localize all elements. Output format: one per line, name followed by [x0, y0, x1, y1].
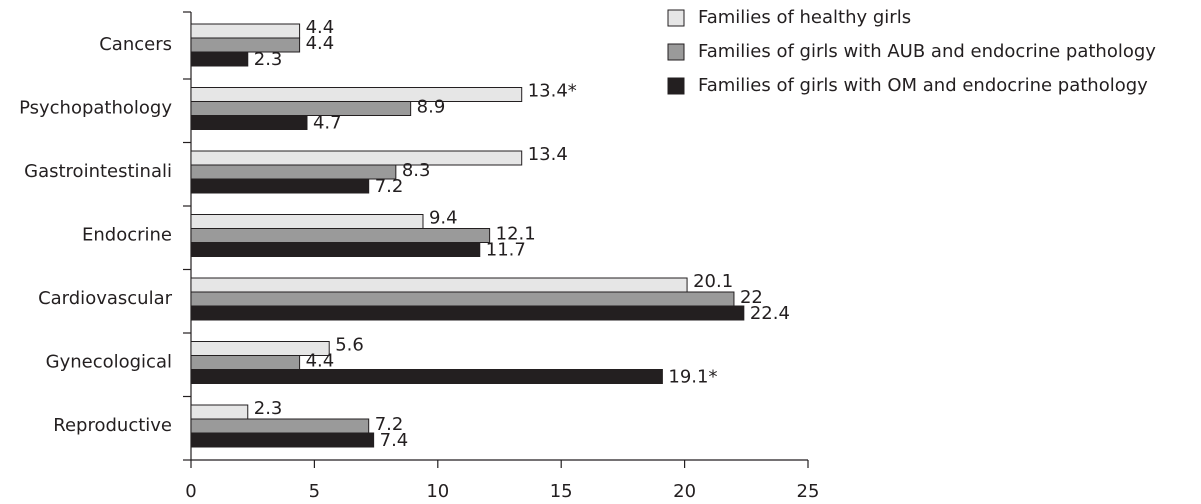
- category-label: Psychopathology: [19, 98, 172, 119]
- category-label: Cancers: [99, 34, 172, 55]
- x-tick-label: 10: [426, 481, 449, 502]
- x-tick-label: 0: [185, 481, 196, 502]
- bar: [190, 214, 424, 229]
- category-label: Gastrointestinali: [24, 161, 172, 182]
- value-label: 8.9: [417, 97, 446, 118]
- bar: [190, 291, 735, 307]
- value-label: 2.3: [254, 398, 283, 419]
- value-label: 4.4: [306, 17, 335, 38]
- bar: [190, 355, 301, 370]
- category-label: Cardiovascular: [38, 288, 173, 309]
- x-tick-label: 5: [309, 481, 320, 502]
- category-label: Gynecological: [46, 352, 172, 373]
- bar: [190, 87, 523, 102]
- bar: [190, 369, 663, 384]
- category-label: Endocrine: [82, 225, 172, 246]
- value-label: 13.4: [528, 144, 568, 165]
- bar: [190, 404, 249, 420]
- legend-swatch: [667, 9, 685, 27]
- bar: [190, 228, 491, 243]
- value-label: 22: [740, 287, 763, 308]
- legend-label: Families of girls with OM and endocrine …: [698, 75, 1148, 96]
- legend-label: Families of girls with AUB and endocrine…: [698, 41, 1156, 62]
- legend-label: Families of healthy girls: [698, 7, 911, 28]
- bar: [190, 178, 370, 194]
- value-label: 9.4: [429, 208, 458, 229]
- bar: [190, 51, 249, 67]
- value-label: 7.4: [380, 430, 409, 451]
- bar: [190, 101, 412, 116]
- value-label: 8.3: [402, 160, 431, 181]
- x-tick-label: 25: [797, 481, 820, 502]
- bar: [190, 23, 301, 39]
- value-label: 20.1: [693, 271, 733, 292]
- value-label: 4.7: [313, 113, 342, 134]
- bar: [190, 277, 688, 293]
- bar: [190, 150, 523, 166]
- value-label: 7.2: [375, 414, 404, 435]
- value-label: 7.2: [375, 176, 404, 197]
- bar: [190, 305, 745, 321]
- legend-swatch: [667, 43, 685, 61]
- value-label: 4.4: [306, 33, 335, 54]
- bar: [190, 115, 308, 130]
- value-label: 19.1*: [668, 367, 717, 388]
- bar: [190, 242, 481, 257]
- value-label: 22.4: [750, 303, 790, 324]
- value-label: 4.4: [306, 351, 335, 372]
- legend-swatch: [667, 77, 685, 95]
- value-label: 12.1: [496, 224, 536, 245]
- category-label: Reproductive: [53, 415, 172, 436]
- bar: [190, 418, 370, 434]
- bar: [190, 37, 301, 53]
- x-tick-label: 20: [673, 481, 696, 502]
- value-label: 13.4*: [528, 81, 577, 102]
- x-tick-label: 15: [550, 481, 573, 502]
- value-label: 5.6: [335, 335, 364, 356]
- bar: [190, 164, 397, 180]
- value-label: 11.7: [486, 240, 526, 261]
- bar: [190, 432, 375, 448]
- value-label: 2.3: [254, 49, 283, 70]
